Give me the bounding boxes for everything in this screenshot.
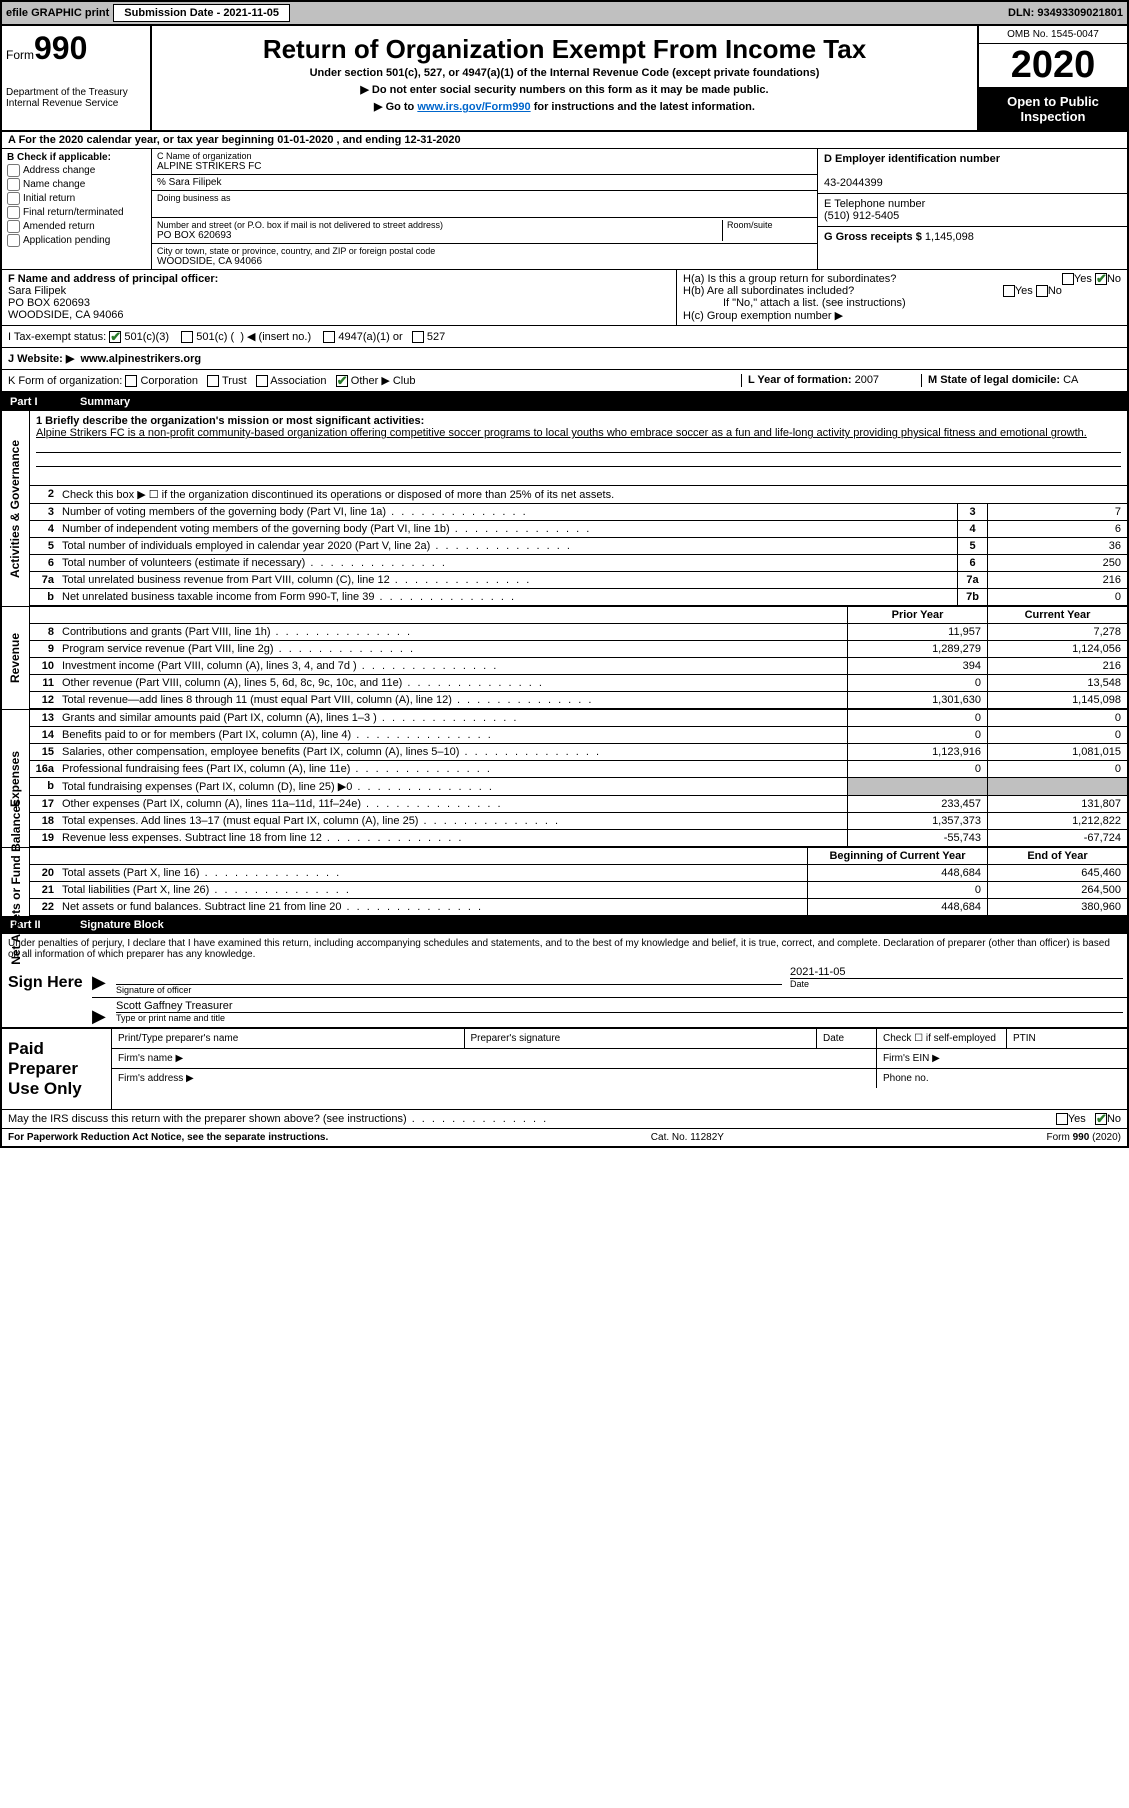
part1-header: Part I Summary	[2, 393, 1127, 411]
subtitle-1: Under section 501(c), 527, or 4947(a)(1)…	[160, 67, 969, 79]
care-of: % Sara Filipek	[152, 175, 817, 191]
hc-label: H(c) Group exemption number ▶	[683, 309, 1121, 322]
hb-note: If "No," attach a list. (see instruction…	[683, 297, 1121, 309]
addr-label: Number and street (or P.O. box if mail i…	[157, 220, 722, 230]
dln-label: DLN: 93493309021801	[1008, 7, 1123, 19]
table-row: 18 Total expenses. Add lines 13–17 (must…	[30, 813, 1127, 830]
ha-no[interactable]	[1095, 273, 1107, 285]
form-title: Return of Organization Exempt From Incom…	[160, 34, 969, 65]
tax-year: 2020	[979, 44, 1127, 88]
side-governance: Activities & Governance	[2, 411, 30, 606]
chk-4947[interactable]	[323, 331, 335, 343]
hb-yes[interactable]	[1003, 285, 1015, 297]
side-revenue: Revenue	[2, 607, 30, 709]
subtitle-2: Do not enter social security numbers on …	[160, 83, 969, 96]
phone-value: (510) 912-5405	[824, 210, 899, 222]
chk-final-return[interactable]: Final return/terminated	[7, 206, 146, 219]
penalty-text: Under penalties of perjury, I declare th…	[2, 934, 1127, 964]
mission-text: Alpine Strikers FC is a non-profit commu…	[36, 427, 1087, 439]
table-row: 6 Total number of volunteers (estimate i…	[30, 555, 1127, 572]
block-f-officer: F Name and address of principal officer:…	[2, 270, 677, 325]
gross-receipts-label: G Gross receipts $	[824, 231, 922, 243]
street-address: PO BOX 620693	[157, 230, 722, 241]
room-suite-label: Room/suite	[727, 220, 812, 230]
website-row: J Website: ▶ www.alpinestrikers.org	[2, 348, 1127, 370]
website-value: www.alpinestrikers.org	[80, 353, 201, 365]
section-b-checkboxes: B Check if applicable: Address change Na…	[2, 149, 152, 269]
top-bar: efile GRAPHIC print Submission Date - 20…	[0, 0, 1129, 26]
city-state-zip: WOODSIDE, CA 94066	[157, 256, 812, 267]
sig-date: 2021-11-05	[790, 966, 1123, 978]
table-row: 20 Total assets (Part X, line 16) 448,68…	[30, 865, 1127, 882]
table-row: 11 Other revenue (Part VIII, column (A),…	[30, 675, 1127, 692]
paid-preparer-label: Paid Preparer Use Only	[2, 1029, 112, 1109]
ha-yes[interactable]	[1062, 273, 1074, 285]
table-row: 17 Other expenses (Part IX, column (A), …	[30, 796, 1127, 813]
org-name: ALPINE STRIKERS FC	[157, 161, 812, 172]
q1-label: 1 Briefly describe the organization's mi…	[36, 415, 424, 427]
form-prefix: Form	[6, 48, 34, 62]
side-net-assets: Net Assets or Fund Balances	[2, 848, 30, 916]
chk-name-change[interactable]: Name change	[7, 178, 146, 191]
irs-link[interactable]: www.irs.gov/Form990	[417, 101, 530, 113]
table-row: 13 Grants and similar amounts paid (Part…	[30, 710, 1127, 727]
table-row: 19 Revenue less expenses. Subtract line …	[30, 830, 1127, 847]
sign-arrow-icon-2: ▶	[92, 998, 112, 1027]
efile-label[interactable]: efile GRAPHIC print	[6, 7, 109, 19]
hb-label: H(b) Are all subordinates included?	[683, 285, 854, 297]
discuss-yes[interactable]	[1056, 1113, 1068, 1125]
ha-label: H(a) Is this a group return for subordin…	[683, 273, 896, 285]
org-name-label: C Name of organization	[157, 151, 812, 161]
table-row: 12 Total revenue—add lines 8 through 11 …	[30, 692, 1127, 709]
discuss-no[interactable]	[1095, 1113, 1107, 1125]
table-row: 4 Number of independent voting members o…	[30, 521, 1127, 538]
officer-name: Scott Gaffney Treasurer	[116, 1000, 1123, 1012]
table-row: 7a Total unrelated business revenue from…	[30, 572, 1127, 589]
table-row: 9 Program service revenue (Part VIII, li…	[30, 641, 1127, 658]
irs-discuss-text: May the IRS discuss this return with the…	[8, 1113, 548, 1125]
chk-amended-return[interactable]: Amended return	[7, 220, 146, 233]
year-formation: 2007	[855, 374, 879, 386]
form-number: 990	[34, 30, 87, 66]
form-of-org: K Form of organization: Corporation Trus…	[8, 374, 741, 387]
chk-initial-return[interactable]: Initial return	[7, 192, 146, 205]
q2-text: Check this box ▶ ☐ if the organization d…	[58, 486, 1127, 503]
open-inspection: Open to Public Inspection	[979, 88, 1127, 130]
chk-501c[interactable]	[181, 331, 193, 343]
phone-label: E Telephone number	[824, 198, 925, 210]
chk-application-pending[interactable]: Application pending	[7, 234, 146, 247]
subtitle-3: Go to www.irs.gov/Form990 for instructio…	[160, 100, 969, 113]
tax-status-row: I Tax-exempt status: 501(c)(3) 501(c) ( …	[2, 326, 1127, 347]
table-row: 10 Investment income (Part VIII, column …	[30, 658, 1127, 675]
table-row: 8 Contributions and grants (Part VIII, l…	[30, 624, 1127, 641]
footer: For Paperwork Reduction Act Notice, see …	[2, 1129, 1127, 1146]
dept-treasury: Department of the Treasury Internal Reve…	[6, 87, 146, 109]
submission-date-button[interactable]: Submission Date - 2021-11-05	[113, 4, 290, 22]
table-row: 21 Total liabilities (Part X, line 26) 0…	[30, 882, 1127, 899]
form-header: Form990 Department of the Treasury Inter…	[2, 26, 1127, 132]
table-row: b Total fundraising expenses (Part IX, c…	[30, 778, 1127, 796]
part2-header: Part II Signature Block	[2, 916, 1127, 934]
chk-527[interactable]	[412, 331, 424, 343]
omb-number: OMB No. 1545-0047	[979, 26, 1127, 44]
table-row: 3 Number of voting members of the govern…	[30, 504, 1127, 521]
sign-here-label: Sign Here	[2, 964, 92, 1027]
ein-label: D Employer identification number	[824, 153, 1000, 165]
chk-501c3[interactable]	[109, 331, 121, 343]
city-label: City or town, state or province, country…	[157, 246, 812, 256]
table-row: 14 Benefits paid to or for members (Part…	[30, 727, 1127, 744]
table-row: b Net unrelated business taxable income …	[30, 589, 1127, 606]
ein-value: 43-2044399	[824, 177, 883, 189]
dba-label: Doing business as	[157, 193, 812, 203]
state-domicile: CA	[1063, 374, 1078, 386]
sign-arrow-icon: ▶	[92, 964, 112, 997]
table-row: 15 Salaries, other compensation, employe…	[30, 744, 1127, 761]
row-a-tax-year: A For the 2020 calendar year, or tax yea…	[2, 132, 1127, 149]
table-row: 22 Net assets or fund balances. Subtract…	[30, 899, 1127, 916]
table-row: 16a Professional fundraising fees (Part …	[30, 761, 1127, 778]
table-row: 5 Total number of individuals employed i…	[30, 538, 1127, 555]
hb-no[interactable]	[1036, 285, 1048, 297]
chk-address-change[interactable]: Address change	[7, 164, 146, 177]
gross-receipts-value: 1,145,098	[925, 231, 974, 243]
